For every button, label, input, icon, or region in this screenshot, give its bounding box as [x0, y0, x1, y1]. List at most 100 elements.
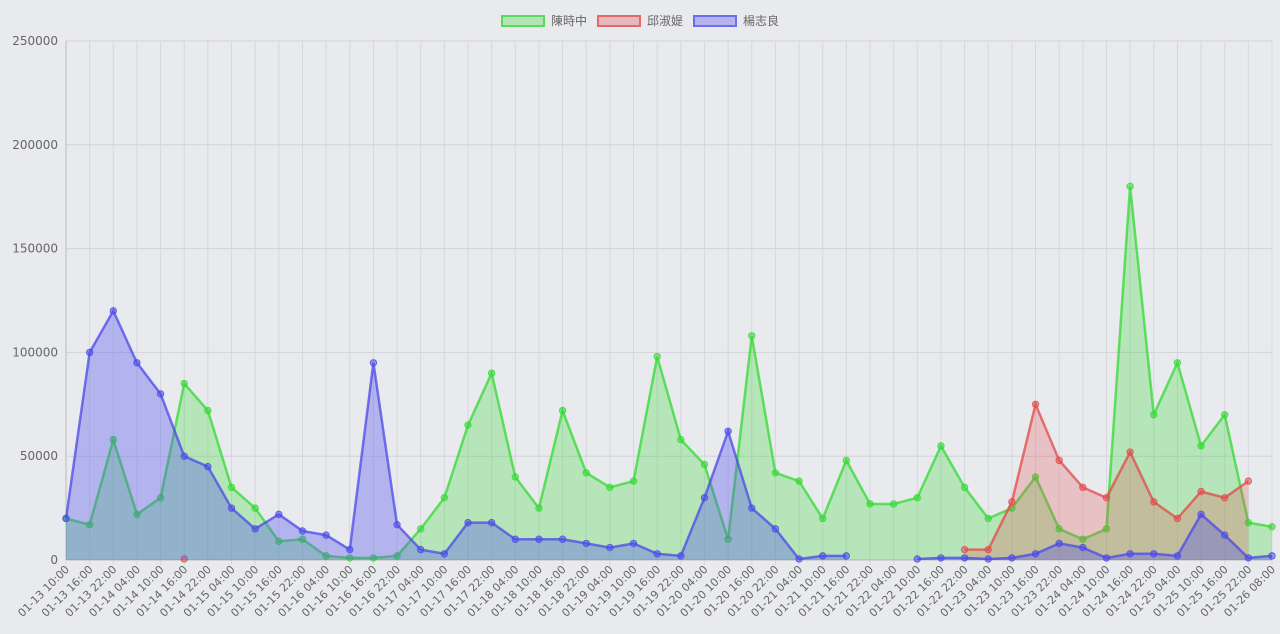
- data-point-yang: [298, 527, 307, 535]
- data-point-yang: [85, 348, 94, 357]
- data-point-chen: [842, 456, 851, 465]
- data-point-yang: [1031, 550, 1040, 558]
- data-point-yang: [180, 452, 188, 460]
- data-point-yang: [1173, 552, 1182, 560]
- y-tick-label: 100000: [12, 345, 58, 359]
- data-point-yang: [819, 552, 827, 560]
- data-point-chen: [133, 510, 141, 519]
- legend-label-yang: 楊志良: [743, 14, 780, 28]
- data-point-chen: [298, 535, 307, 543]
- data-point-chiu: [1221, 494, 1229, 502]
- data-point-yang: [1126, 550, 1134, 558]
- series-line-chen: [65, 186, 1273, 560]
- data-point-chen: [1197, 442, 1205, 450]
- data-point-chiu: [180, 555, 188, 563]
- data-point-chen: [369, 554, 378, 562]
- data-point-chiu: [1079, 483, 1087, 492]
- data-point-yang: [748, 504, 756, 512]
- data-point-chen: [937, 442, 945, 450]
- data-point-chiu: [1244, 477, 1253, 485]
- data-point-chen: [1126, 182, 1134, 191]
- data-point-yang: [133, 359, 141, 367]
- data-point-yang: [275, 510, 283, 519]
- data-point-chiu: [1173, 514, 1182, 523]
- data-point-yang: [1102, 554, 1111, 562]
- data-point-chen: [1244, 518, 1253, 527]
- data-point-chen: [109, 435, 117, 444]
- data-point-yang: [204, 462, 212, 471]
- data-point-chiu: [984, 545, 992, 554]
- data-point-chiu: [1150, 498, 1158, 506]
- data-point-chen: [748, 332, 756, 340]
- data-point-chen: [251, 504, 259, 512]
- data-point-chen: [511, 473, 519, 481]
- data-point-chen: [1102, 525, 1111, 533]
- data-point-chen: [1221, 410, 1229, 419]
- data-point-chen: [984, 514, 992, 523]
- series-yang: [62, 307, 1276, 563]
- data-point-chen: [227, 483, 236, 492]
- data-point-yang: [700, 494, 709, 502]
- data-point-yang: [842, 552, 851, 560]
- data-point-yang: [984, 555, 992, 563]
- data-point-chen: [440, 494, 449, 502]
- data-point-chen: [346, 554, 354, 562]
- data-point-yang: [913, 555, 921, 563]
- data-point-chen: [464, 421, 472, 429]
- legend-swatch-yang: [693, 14, 737, 27]
- data-point-chen: [913, 494, 921, 502]
- data-point-chen: [1079, 535, 1087, 543]
- y-tick-label: 50000: [20, 449, 58, 463]
- data-point-chen: [889, 500, 898, 508]
- series-line-yang: [917, 512, 1273, 561]
- data-point-chiu: [1197, 487, 1205, 496]
- data-point-chen: [819, 514, 827, 523]
- data-point-yang: [251, 525, 259, 533]
- data-point-chen: [1268, 523, 1276, 531]
- legend-swatch-chiu: [596, 14, 641, 27]
- series-chen: [62, 182, 1276, 562]
- data-point-chiu: [1031, 400, 1040, 408]
- data-point-chiu: [960, 545, 969, 554]
- data-point-chen: [1173, 359, 1182, 367]
- data-point-yang: [629, 539, 638, 548]
- y-tick-label: 0: [50, 553, 58, 567]
- data-point-chiu: [1055, 456, 1063, 465]
- data-point-chen: [535, 504, 543, 512]
- legend-item-yang[interactable]: 楊志良: [693, 12, 779, 29]
- data-point-yang: [464, 518, 472, 527]
- data-point-yang: [322, 531, 330, 539]
- data-point-chen: [156, 494, 165, 502]
- data-point-yang: [1150, 550, 1158, 558]
- series-area-yang: [66, 310, 847, 560]
- data-point-chen: [417, 525, 425, 533]
- data-point-yang: [487, 518, 496, 527]
- legend-label-chen: 陳時中: [550, 14, 587, 28]
- data-point-chen: [85, 521, 94, 529]
- data-point-chen: [180, 379, 188, 388]
- data-point-chen: [866, 500, 874, 508]
- data-point-yang: [346, 545, 354, 554]
- data-point-yang: [724, 427, 732, 435]
- data-point-yang: [653, 550, 661, 558]
- data-point-yang: [677, 552, 685, 560]
- data-point-yang: [1244, 554, 1253, 562]
- series-area-yang: [917, 514, 1272, 560]
- data-point-yang: [227, 504, 236, 512]
- data-point-yang: [1221, 531, 1229, 539]
- y-tick-label: 150000: [12, 242, 58, 256]
- y-tick-label: 200000: [12, 138, 58, 152]
- data-point-chen: [582, 469, 590, 477]
- data-point-yang: [795, 555, 803, 563]
- legend-label-chiu: 邱淑媞: [646, 14, 683, 28]
- data-point-chen: [795, 477, 803, 485]
- data-point-yang: [62, 514, 70, 523]
- data-point-chen: [724, 535, 732, 543]
- legend-item-chiu[interactable]: 邱淑媞: [596, 12, 683, 29]
- legend-item-chen[interactable]: 陳時中: [500, 12, 587, 29]
- data-point-chiu: [1102, 494, 1111, 502]
- data-point-chen: [487, 369, 496, 377]
- data-point-chen: [653, 352, 661, 361]
- data-point-chen: [558, 406, 567, 415]
